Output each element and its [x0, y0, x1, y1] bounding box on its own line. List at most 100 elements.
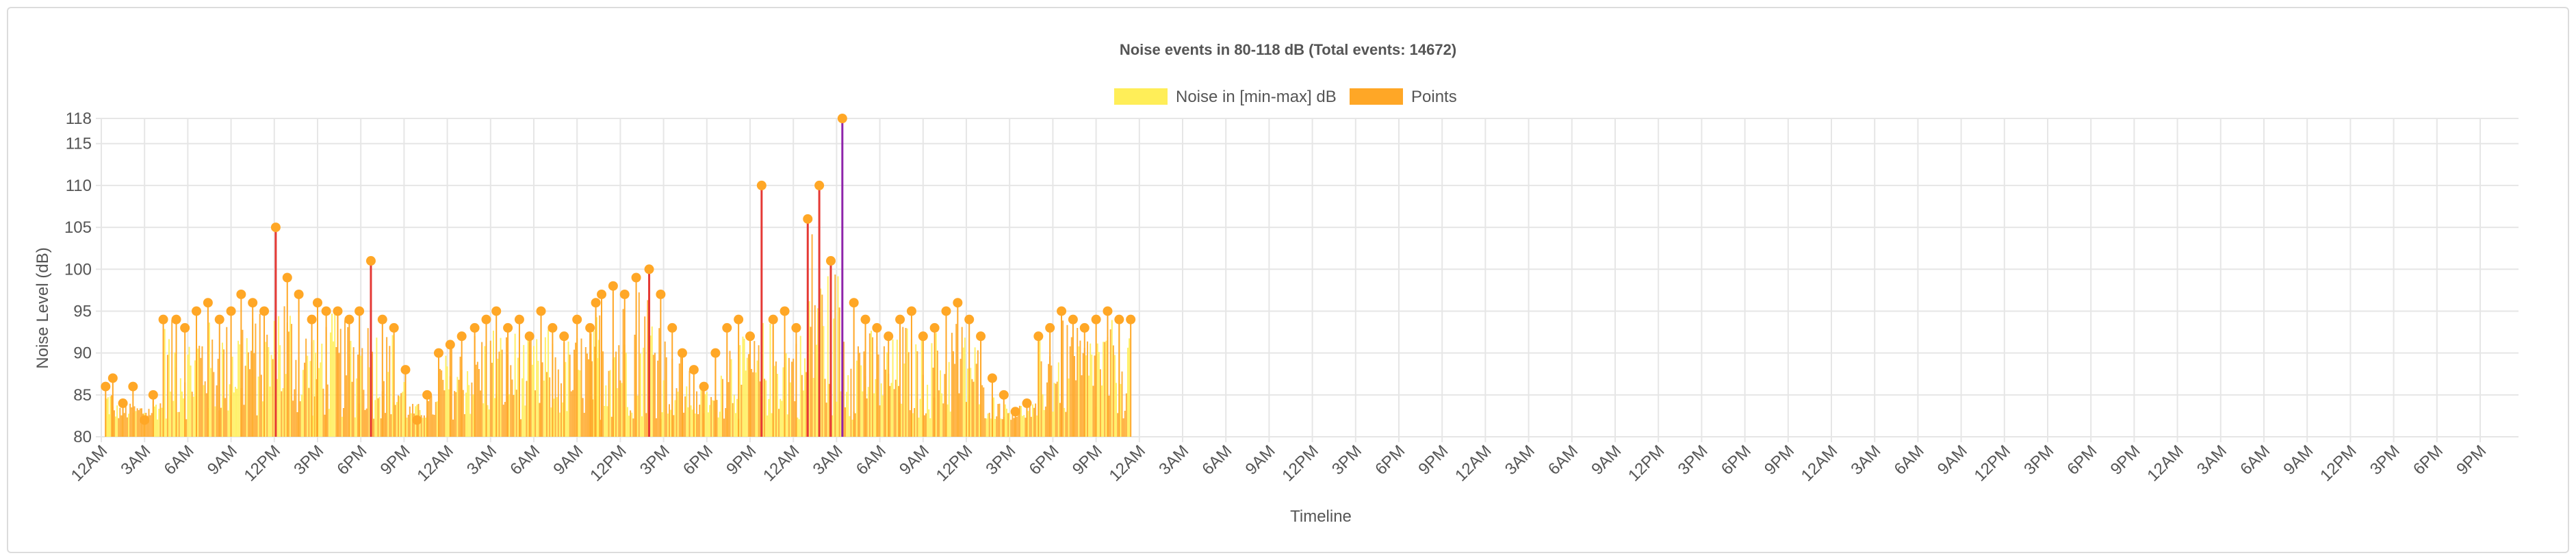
- data-point[interactable]: [158, 314, 168, 324]
- data-point[interactable]: [433, 348, 443, 358]
- data-point[interactable]: [321, 306, 331, 316]
- data-point[interactable]: [722, 322, 732, 333]
- data-point[interactable]: [333, 306, 343, 316]
- data-point[interactable]: [1068, 314, 1078, 324]
- data-point[interactable]: [631, 272, 641, 283]
- data-point[interactable]: [699, 381, 709, 392]
- data-point[interactable]: [377, 314, 387, 324]
- data-point[interactable]: [906, 306, 916, 316]
- data-point[interactable]: [294, 289, 304, 299]
- data-point[interactable]: [118, 398, 128, 409]
- data-point[interactable]: [710, 348, 721, 358]
- data-point[interactable]: [953, 298, 963, 308]
- data-point[interactable]: [548, 322, 558, 333]
- data-point[interactable]: [768, 314, 778, 324]
- data-point[interactable]: [1079, 322, 1090, 333]
- data-point[interactable]: [918, 331, 928, 342]
- data-point[interactable]: [456, 331, 467, 342]
- x-tick-label: 9AM: [204, 442, 241, 479]
- data-point[interactable]: [524, 331, 534, 342]
- data-point[interactable]: [344, 314, 355, 324]
- data-point[interactable]: [1010, 407, 1020, 417]
- data-point[interactable]: [313, 298, 322, 308]
- data-point[interactable]: [270, 222, 281, 233]
- data-point[interactable]: [536, 306, 546, 316]
- data-point[interactable]: [107, 373, 118, 383]
- x-axis-ticks: 12AM 3AM 6AM 9AM 12PM 3PM 6PM 9PM 12AM 3AM 6AM 9AM 1…: [68, 442, 2490, 485]
- data-point[interactable]: [608, 281, 618, 291]
- data-point[interactable]: [365, 256, 376, 266]
- data-point[interactable]: [656, 289, 666, 299]
- data-point[interactable]: [756, 180, 767, 190]
- data-point[interactable]: [677, 348, 687, 358]
- data-point[interactable]: [825, 256, 836, 266]
- data-point[interactable]: [1033, 331, 1044, 342]
- data-point[interactable]: [226, 306, 236, 316]
- data-point[interactable]: [884, 331, 894, 342]
- data-point[interactable]: [203, 298, 213, 308]
- data-point[interactable]: [1057, 306, 1067, 316]
- data-point[interactable]: [929, 322, 940, 333]
- data-point[interactable]: [872, 322, 882, 333]
- data-point[interactable]: [248, 298, 258, 308]
- data-point[interactable]: [400, 365, 411, 375]
- data-point[interactable]: [171, 314, 181, 324]
- data-point[interactable]: [1126, 314, 1136, 324]
- data-point[interactable]: [860, 314, 871, 324]
- data-point[interactable]: [422, 390, 433, 400]
- data-point[interactable]: [469, 322, 480, 333]
- data-point[interactable]: [140, 415, 150, 425]
- data-point[interactable]: [644, 264, 654, 275]
- data-point[interactable]: [1114, 314, 1124, 324]
- data-point[interactable]: [355, 306, 365, 316]
- data-point[interactable]: [445, 340, 455, 350]
- data-point[interactable]: [1022, 398, 1032, 409]
- data-point[interactable]: [503, 322, 513, 333]
- data-point[interactable]: [236, 289, 246, 299]
- data-point[interactable]: [180, 322, 190, 333]
- data-point[interactable]: [307, 314, 317, 324]
- data-point[interactable]: [734, 314, 744, 324]
- data-point[interactable]: [745, 331, 755, 342]
- data-point[interactable]: [514, 314, 524, 324]
- data-point[interactable]: [192, 306, 202, 316]
- x-tick-label: 6PM: [1718, 442, 1755, 479]
- data-point[interactable]: [964, 314, 975, 324]
- data-point[interactable]: [987, 373, 997, 383]
- data-point[interactable]: [389, 322, 399, 333]
- data-point[interactable]: [412, 415, 422, 425]
- x-tick-label: 6PM: [1371, 442, 1408, 479]
- data-point[interactable]: [837, 114, 847, 123]
- data-point[interactable]: [101, 381, 111, 392]
- data-point[interactable]: [895, 314, 905, 324]
- y-tick-label: 105: [64, 218, 92, 237]
- data-point[interactable]: [214, 314, 224, 324]
- data-point[interactable]: [481, 314, 491, 324]
- data-point[interactable]: [814, 180, 825, 190]
- data-point[interactable]: [1103, 306, 1113, 316]
- data-point[interactable]: [803, 214, 813, 224]
- data-point[interactable]: [849, 298, 859, 308]
- x-tick-label: 12PM: [1625, 442, 1668, 485]
- data-point[interactable]: [1045, 322, 1055, 333]
- data-point[interactable]: [572, 314, 582, 324]
- data-point[interactable]: [941, 306, 951, 316]
- data-point[interactable]: [491, 306, 502, 316]
- data-point[interactable]: [791, 322, 801, 333]
- data-point[interactable]: [619, 289, 630, 299]
- data-point[interactable]: [259, 306, 270, 316]
- data-point[interactable]: [1091, 314, 1101, 324]
- data-point[interactable]: [999, 390, 1009, 400]
- data-point[interactable]: [128, 381, 138, 392]
- x-tick-label: 3AM: [2193, 442, 2230, 479]
- data-point[interactable]: [148, 390, 158, 400]
- data-point[interactable]: [282, 272, 292, 283]
- data-point[interactable]: [688, 365, 699, 375]
- data-point[interactable]: [976, 331, 986, 342]
- data-point[interactable]: [585, 322, 595, 333]
- data-point[interactable]: [559, 331, 569, 342]
- data-point[interactable]: [591, 298, 601, 308]
- data-point[interactable]: [597, 289, 607, 299]
- data-point[interactable]: [667, 322, 678, 333]
- data-point[interactable]: [780, 306, 790, 316]
